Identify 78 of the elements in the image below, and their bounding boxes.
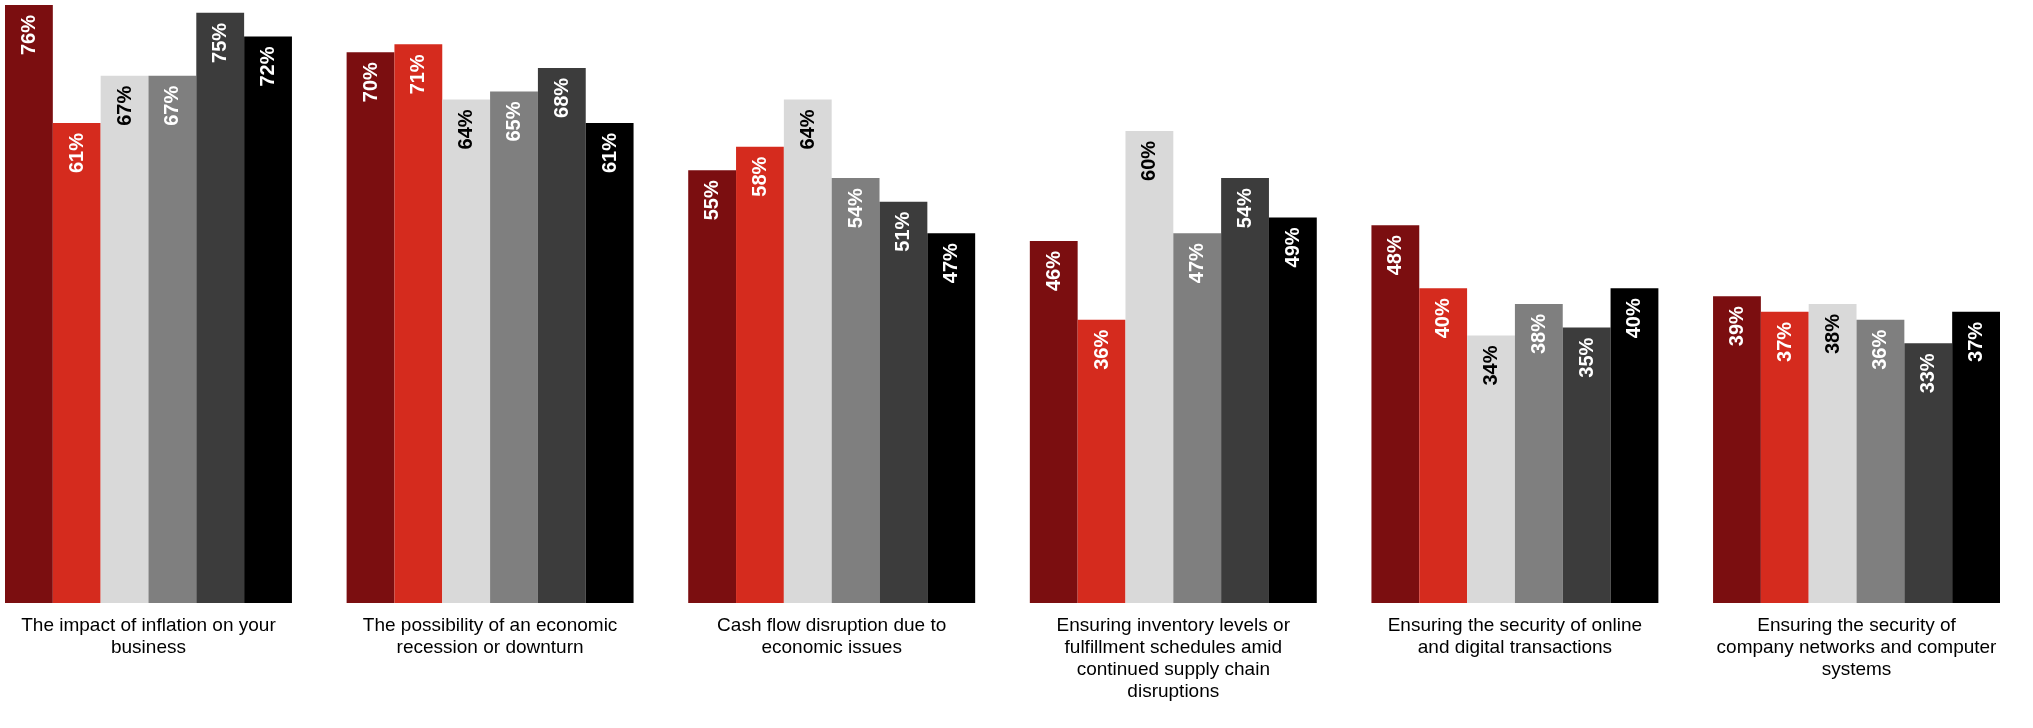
data-label: 51%: [891, 211, 914, 252]
bar: [688, 170, 737, 603]
x-tick-label: Ensuring the security of online and digital transactions: [1387, 613, 1643, 657]
data-label: 38%: [1526, 313, 1549, 355]
bar: [196, 12, 245, 603]
data-label: 70%: [358, 62, 381, 103]
bar: [148, 75, 197, 603]
data-label: 33%: [1916, 353, 1939, 394]
data-label: 67%: [160, 85, 183, 126]
x-tick-label: Ensuring inventory levels or fulfillment schedules amid continued supply chain disruptions: [1056, 613, 1291, 701]
data-label: 40%: [1622, 298, 1645, 339]
data-label: 65%: [502, 101, 524, 142]
x-tick-label: Cash flow disruption due to economic issues: [717, 613, 947, 657]
data-label: 61%: [597, 132, 620, 174]
data-label: 76%: [16, 14, 39, 56]
data-label: 37%: [1772, 321, 1795, 362]
bar: [1808, 304, 1857, 603]
bar: [537, 67, 586, 603]
bar: [1904, 343, 1953, 603]
bar: [879, 201, 928, 603]
bar: [1029, 241, 1078, 603]
data-label: 55%: [700, 180, 723, 221]
bar: [1514, 304, 1563, 603]
data-label: 38%: [1820, 313, 1843, 355]
bar: [736, 146, 784, 603]
data-label: 40%: [1431, 298, 1454, 339]
bar: [1221, 178, 1269, 603]
bar: [1419, 288, 1468, 603]
bar: [783, 99, 832, 603]
data-label: 68%: [549, 77, 572, 118]
bar: [1125, 130, 1174, 603]
data-label: 47%: [1185, 242, 1208, 284]
bar: [1952, 311, 2000, 603]
bar: [1173, 233, 1222, 603]
data-label: 60%: [1137, 140, 1160, 181]
bar: [1760, 311, 1809, 603]
bar: [1856, 319, 1905, 603]
bar: [100, 75, 149, 603]
bar: [5, 5, 53, 603]
bar: [1713, 296, 1761, 603]
data-label: 67%: [112, 85, 135, 126]
data-label: 37%: [1964, 321, 1987, 362]
data-label: 34%: [1479, 345, 1501, 386]
bar: [1077, 319, 1126, 603]
bar: [346, 52, 395, 603]
bar: [1467, 335, 1515, 603]
data-label: 61%: [64, 132, 87, 174]
data-label: 75%: [208, 22, 231, 63]
data-label: 72%: [256, 46, 279, 87]
data-label: 64%: [454, 109, 477, 150]
bar: [1562, 327, 1611, 603]
bar: [1610, 288, 1659, 603]
data-label: 49%: [1280, 227, 1303, 268]
data-label: 46%: [1041, 250, 1064, 292]
bar: [490, 91, 538, 603]
x-tick-label: The impact of inflation on your business: [21, 613, 277, 657]
data-label: 35%: [1574, 337, 1597, 378]
bar: [831, 178, 880, 603]
data-label: 54%: [1233, 187, 1256, 229]
bar: [442, 99, 491, 603]
data-label: 36%: [1868, 329, 1891, 370]
bar: [927, 233, 976, 603]
data-label: 71%: [406, 54, 429, 95]
data-label: 48%: [1383, 235, 1406, 276]
x-tick-label: The possibility of an economic recession or downturn: [362, 613, 618, 657]
bar: [1371, 225, 1420, 603]
data-label: 54%: [843, 187, 866, 229]
x-tick-label: Ensuring the security of company networks and computer systems: [1716, 613, 1998, 679]
data-label: 58%: [747, 156, 770, 197]
bar: [52, 123, 101, 603]
bar: [585, 123, 634, 603]
data-label: 47%: [939, 242, 962, 284]
data-label: 39%: [1724, 305, 1747, 347]
data-label: 64%: [795, 109, 818, 150]
bar: [394, 44, 443, 603]
bar: [1268, 217, 1317, 603]
bar: [244, 36, 292, 603]
data-label: 36%: [1089, 329, 1112, 370]
